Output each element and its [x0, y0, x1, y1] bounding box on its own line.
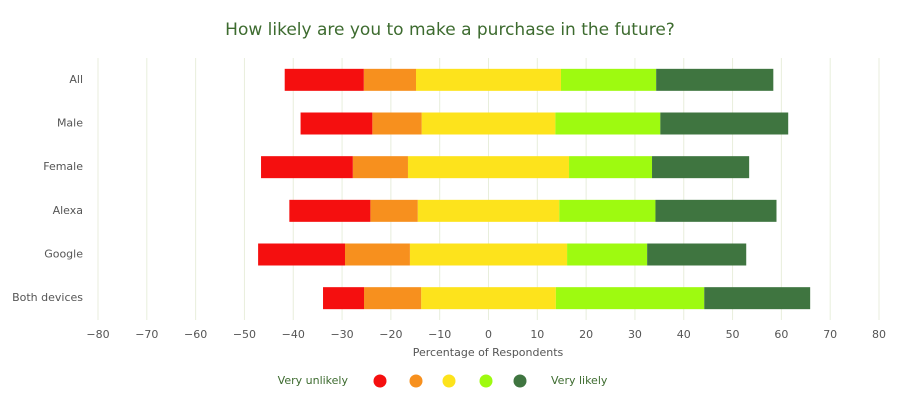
x-tick-label: −40: [282, 328, 305, 341]
x-axis-title: Percentage of Respondents: [413, 346, 564, 359]
x-tick-label: 40: [677, 328, 691, 341]
x-tick-label: −20: [379, 328, 402, 341]
bar-segment: [258, 243, 345, 266]
x-tick-label: −50: [233, 328, 256, 341]
x-tick-label: 80: [872, 328, 886, 341]
legend-swatch: [513, 374, 527, 388]
x-tick-label: 60: [774, 328, 788, 341]
legend-swatch: [373, 374, 387, 388]
x-tick-label: 50: [726, 328, 740, 341]
bar-segment: [656, 68, 774, 91]
bar-segment: [289, 199, 371, 222]
bar-segment: [555, 287, 705, 310]
bar-segment: [652, 156, 750, 179]
bar-segment: [323, 287, 365, 310]
x-tick-label: 0: [485, 328, 492, 341]
bar-segment: [407, 156, 570, 179]
bar-segment: [660, 112, 789, 135]
bar-segment: [555, 112, 661, 135]
x-tick-label: −80: [86, 328, 109, 341]
bar-segment: [261, 156, 353, 179]
bar-segment: [416, 68, 561, 91]
bar-segment: [655, 199, 777, 222]
legend-label: Very unlikely: [278, 374, 349, 387]
bar-segment: [372, 112, 422, 135]
legend-swatch: [479, 374, 493, 388]
bar-segment: [370, 199, 418, 222]
y-tick-label: Alexa: [53, 204, 83, 217]
x-tick-label: −10: [428, 328, 451, 341]
legend-label: Very likely: [551, 374, 608, 387]
bar-segment: [704, 287, 811, 310]
bar-segment: [647, 243, 747, 266]
x-tick-label: 30: [628, 328, 642, 341]
bar-segment: [344, 243, 410, 266]
y-tick-label: Google: [44, 248, 83, 261]
y-tick-label: Female: [43, 160, 83, 173]
x-tick-label: −30: [330, 328, 353, 341]
bar-segment: [560, 68, 657, 91]
bar-segment: [300, 112, 373, 135]
y-tick-label: Both devices: [12, 291, 83, 304]
x-tick-label: 70: [823, 328, 837, 341]
bar-segment: [409, 243, 568, 266]
x-tick-label: −70: [135, 328, 158, 341]
y-tick-label: All: [69, 73, 83, 86]
bar-segment: [352, 156, 408, 179]
bar-segment: [559, 199, 656, 222]
bar-segment: [284, 68, 364, 91]
bar-segment: [363, 68, 417, 91]
bar-segment: [567, 243, 648, 266]
x-tick-label: −60: [184, 328, 207, 341]
bar-segment: [417, 199, 560, 222]
bar-segment: [421, 287, 556, 310]
y-tick-label: Male: [57, 117, 83, 130]
legend-swatch: [409, 374, 423, 388]
bar-segment: [569, 156, 653, 179]
bar-segment: [364, 287, 422, 310]
x-tick-label: 20: [579, 328, 593, 341]
chart-title: How likely are you to make a purchase in…: [225, 20, 675, 40]
bar-segment: [421, 112, 556, 135]
x-tick-label: 10: [530, 328, 544, 341]
legend-swatch: [442, 374, 456, 388]
